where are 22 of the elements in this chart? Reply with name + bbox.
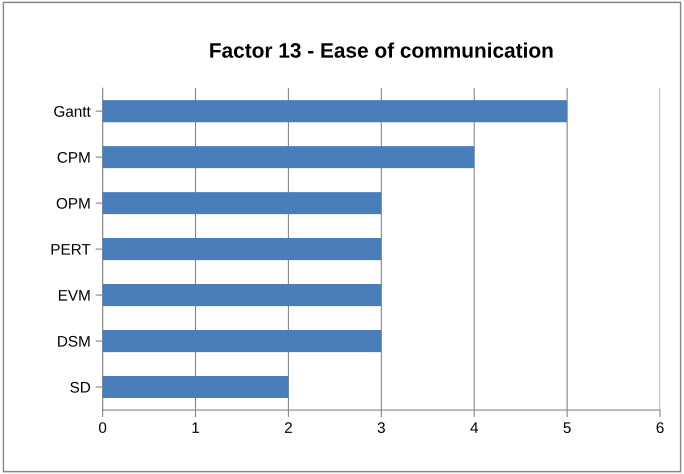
bar (102, 146, 474, 168)
x-tick-label: 2 (284, 422, 292, 433)
bar (102, 284, 382, 306)
y-tick-label: PERT (52, 244, 90, 255)
bar (102, 192, 382, 214)
bar (102, 376, 288, 398)
chart-title: Factor 13 - Ease of communication (210, 42, 553, 58)
x-tick-label: 3 (378, 422, 385, 434)
y-tick-label: OPM (56, 198, 90, 209)
x-tick-label: 1 (192, 422, 200, 433)
x-tick-label: 0 (98, 422, 106, 434)
y-tick-label: Gantt (54, 106, 91, 117)
bar (102, 330, 382, 352)
x-tick-label: 4 (470, 422, 478, 433)
y-tick-label: DSM (58, 336, 90, 347)
bar (102, 238, 382, 260)
x-tick-label: 6 (656, 422, 664, 434)
y-tick-label: SD (70, 382, 90, 393)
bar (102, 100, 568, 122)
y-tick-label: EVM (58, 290, 90, 301)
y-tick-label: CPM (58, 152, 90, 163)
x-tick-label: 5 (564, 422, 571, 434)
